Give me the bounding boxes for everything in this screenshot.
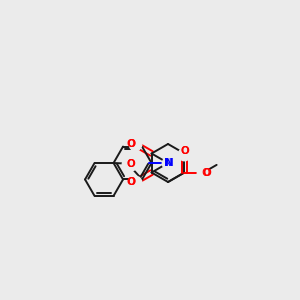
Text: O: O [180,146,189,155]
Text: O: O [201,167,210,178]
Text: N: N [164,158,172,168]
Text: O: O [127,177,136,187]
Text: O: O [127,139,135,149]
Text: O: O [127,177,135,187]
Text: O: O [126,159,135,169]
Text: N: N [165,158,173,168]
Text: O: O [180,146,189,157]
Text: O: O [127,139,136,149]
Text: O: O [127,159,135,169]
Text: O: O [202,167,211,178]
